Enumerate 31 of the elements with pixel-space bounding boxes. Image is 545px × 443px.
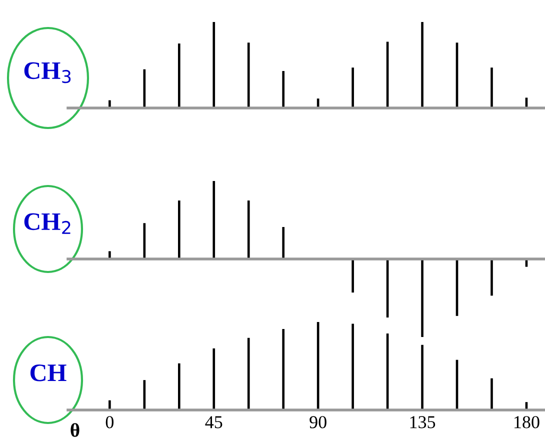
bar	[178, 363, 180, 410]
bar	[421, 259, 424, 337]
x-axis-title: θ	[70, 423, 80, 437]
bar	[212, 22, 216, 108]
bar	[108, 251, 111, 259]
x-tick-label: 0	[106, 416, 114, 428]
bar	[490, 378, 493, 410]
x-tick-label: 135	[410, 416, 436, 428]
bar	[421, 22, 424, 108]
bar	[212, 348, 216, 410]
bar	[178, 44, 180, 108]
bar	[352, 259, 354, 293]
bar	[247, 200, 250, 259]
bar	[212, 181, 216, 259]
x-tick-label: 180	[514, 416, 540, 428]
bar	[352, 324, 354, 410]
y-axis-title: CH$_{3}$	[24, 62, 71, 84]
bar	[282, 227, 284, 259]
y-axis-title: CH	[30, 364, 66, 382]
bar	[247, 42, 250, 108]
y-axis-title: CH$_{2}$	[24, 213, 70, 234]
x-tick-label: 45	[205, 416, 222, 428]
bar	[490, 68, 493, 108]
bar	[352, 68, 354, 108]
bar	[178, 200, 180, 259]
bar	[490, 259, 493, 296]
bar	[282, 329, 284, 410]
bar	[247, 338, 250, 410]
x-tick-label: 90	[310, 416, 326, 428]
bar	[282, 71, 284, 108]
bar	[421, 344, 424, 410]
